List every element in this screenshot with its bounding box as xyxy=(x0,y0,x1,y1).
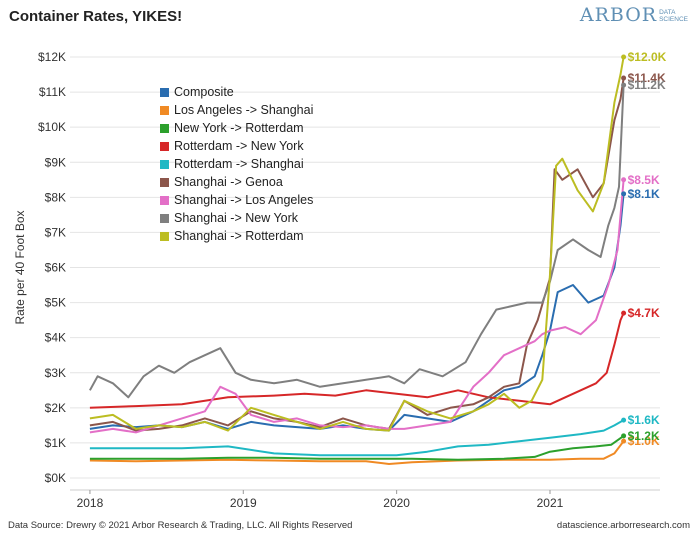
series-end-point xyxy=(621,191,627,197)
series-line xyxy=(89,85,625,399)
legend-item: Composite xyxy=(160,83,313,101)
legend-swatch xyxy=(160,177,169,187)
series-end-label: $1.2K xyxy=(628,429,660,443)
series-end-point xyxy=(621,177,627,183)
legend-label: Shanghai -> New York xyxy=(174,211,299,225)
series-end-point xyxy=(621,54,627,60)
logo-sub-text: DATA SCIENCE xyxy=(659,9,688,23)
y-tick-label: $11K xyxy=(39,85,66,99)
x-tick-label: 2020 xyxy=(383,496,410,510)
legend-swatch xyxy=(160,123,169,133)
y-tick-label: $6K xyxy=(45,261,66,275)
series-end-label: $4.7K xyxy=(628,306,660,320)
website-link[interactable]: datascience.arborresearch.com xyxy=(556,520,690,531)
series-end-label: $12.0K xyxy=(628,50,667,64)
y-tick-label: $2K xyxy=(45,401,66,415)
logo-sub-line2: SCIENCE xyxy=(659,16,688,23)
arbor-logo: ARBOR DATA SCIENCE xyxy=(580,4,688,26)
chart-legend: Composite Los Angeles -> Shanghai New York… xyxy=(160,83,313,245)
series-end-point xyxy=(621,75,627,81)
series-line xyxy=(89,440,625,465)
legend-label: Shanghai -> Genoa xyxy=(174,175,283,189)
y-axis-title: Rate per 40 Foot Box xyxy=(13,210,27,324)
series-line xyxy=(89,312,625,409)
series-end-point xyxy=(621,82,627,88)
legend-label: Los Angeles -> Shanghai xyxy=(174,103,314,117)
legend-item: New York -> Rotterdam xyxy=(160,119,313,137)
legend-item: Shanghai -> New York xyxy=(160,209,313,227)
y-tick-label: $8K xyxy=(45,190,66,204)
legend-label: Rotterdam -> Shanghai xyxy=(174,157,304,171)
legend-swatch xyxy=(160,141,169,151)
chart-title: Container Rates, YIKES! xyxy=(9,8,183,25)
series-line xyxy=(89,77,625,432)
legend-swatch xyxy=(160,159,169,169)
data-source-note: Data Source: Drewry © 2021 Arbor Researc… xyxy=(8,520,353,531)
y-tick-label: $12K xyxy=(38,50,66,64)
y-tick-label: $4K xyxy=(45,331,66,345)
series-end-point xyxy=(621,433,627,439)
y-tick-label: $7K xyxy=(45,225,66,239)
y-tick-label: $1K xyxy=(45,436,66,450)
legend-item: Rotterdam -> Shanghai xyxy=(160,155,313,173)
y-tick-label: $3K xyxy=(45,366,66,380)
series-line xyxy=(89,179,625,434)
legend-label: Rotterdam -> New York xyxy=(174,139,304,153)
x-tick-label: 2019 xyxy=(230,496,257,510)
y-tick-label: $5K xyxy=(45,296,66,310)
series-end-label: $1.6K xyxy=(628,413,660,427)
series-line xyxy=(89,435,625,461)
series-end-label: $11.4K xyxy=(628,71,666,85)
legend-item: Los Angeles -> Shanghai xyxy=(160,101,313,119)
legend-swatch xyxy=(160,105,169,115)
x-tick-label: 2021 xyxy=(537,496,564,510)
legend-label: Composite xyxy=(174,85,234,99)
series-line xyxy=(89,56,625,432)
legend-swatch xyxy=(160,87,169,97)
series-end-label: $8.5K xyxy=(628,173,660,187)
series-line xyxy=(89,419,625,457)
y-tick-label: $9K xyxy=(45,155,66,169)
y-tick-label: $10K xyxy=(38,120,66,134)
legend-swatch xyxy=(160,231,169,241)
legend-item: Shanghai -> Genoa xyxy=(160,173,313,191)
series-end-label: $1.0K xyxy=(628,434,660,448)
logo-main-text: ARBOR xyxy=(579,4,658,26)
legend-swatch xyxy=(160,195,169,205)
series-end-point xyxy=(621,417,627,423)
legend-item: Rotterdam -> New York xyxy=(160,137,313,155)
series-end-label: $8.1K xyxy=(628,187,660,201)
legend-swatch xyxy=(160,213,169,223)
series-end-label: $11.2K xyxy=(628,78,666,92)
y-tick-label: $0K xyxy=(45,471,66,485)
x-tick-label: 2018 xyxy=(77,496,104,510)
legend-item: Shanghai -> Los Angeles xyxy=(160,191,313,209)
logo-sub-line1: DATA xyxy=(659,9,676,16)
legend-label: Shanghai -> Rotterdam xyxy=(174,229,304,243)
series-end-point xyxy=(621,438,627,444)
legend-label: Shanghai -> Los Angeles xyxy=(174,193,314,207)
legend-item: Shanghai -> Rotterdam xyxy=(160,227,313,245)
series-end-point xyxy=(621,310,627,316)
legend-label: New York -> Rotterdam xyxy=(174,121,304,135)
